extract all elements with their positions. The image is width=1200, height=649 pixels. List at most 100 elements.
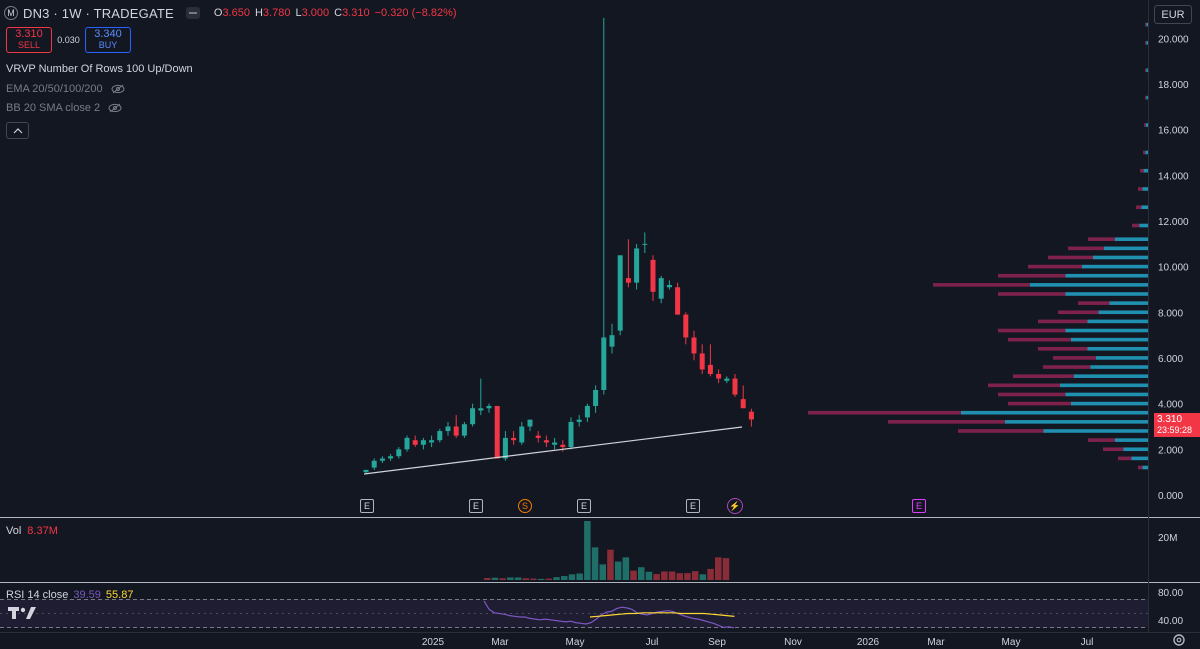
volume-profile-row-up — [1098, 310, 1148, 315]
candle[interactable] — [617, 255, 623, 336]
symbol-header: M DN3 · 1W · TRADEGATE O3.650 H3.780 L3.… — [4, 4, 457, 22]
candle[interactable] — [634, 243, 640, 290]
rsi-line[interactable] — [483, 600, 735, 629]
candle[interactable] — [740, 385, 746, 409]
candle[interactable] — [675, 282, 681, 315]
volume-bar — [622, 557, 630, 580]
time-axis-label: May — [1002, 637, 1021, 648]
volume-profile-row-up — [961, 410, 1148, 415]
candle[interactable] — [748, 408, 754, 427]
candle[interactable] — [511, 431, 517, 445]
candle[interactable] — [445, 421, 451, 436]
change-value: −0.320 (−8.82%) — [374, 7, 457, 19]
volume-bar — [514, 577, 522, 580]
candle[interactable] — [716, 369, 722, 384]
candle[interactable] — [601, 17, 607, 395]
candle[interactable] — [683, 312, 689, 345]
candle[interactable] — [461, 421, 467, 438]
volume-profile-row-down — [1058, 310, 1099, 315]
gear-icon[interactable] — [1172, 633, 1186, 647]
candle[interactable] — [625, 239, 631, 288]
candle[interactable] — [552, 437, 558, 450]
volume-profile-row-up — [1093, 255, 1148, 260]
volume-profile-row-up — [1143, 168, 1148, 173]
news-flash-icon[interactable]: ⚡ — [727, 498, 743, 514]
candle[interactable] — [478, 378, 484, 416]
hide-legend-button[interactable] — [185, 7, 200, 19]
tradingview-logo-icon[interactable] — [8, 605, 36, 621]
rsi-ma-line[interactable] — [589, 612, 735, 618]
volume-profile-row-up — [1104, 246, 1148, 251]
earnings-event-marker[interactable]: E — [469, 499, 483, 513]
symbol-title[interactable]: DN3 · 1W · TRADEGATE — [23, 5, 174, 21]
candle[interactable] — [609, 323, 615, 354]
candle[interactable] — [429, 435, 435, 448]
candle[interactable] — [404, 435, 410, 452]
candle[interactable] — [412, 435, 418, 448]
candle[interactable] — [486, 403, 492, 413]
time-axis-label: Jul — [646, 637, 659, 648]
candle[interactable] — [568, 417, 574, 450]
time-axis-label: Mar — [927, 637, 945, 648]
future-earnings-marker[interactable]: E — [912, 499, 926, 513]
indicator-ema[interactable]: EMA 20/50/100/200 — [6, 83, 125, 95]
candle[interactable] — [732, 374, 738, 397]
volume-profile-row-up — [1145, 150, 1148, 155]
candle[interactable] — [527, 419, 533, 432]
volume-profile-row-up — [1142, 465, 1148, 470]
candle[interactable] — [371, 458, 377, 470]
candle[interactable] — [707, 344, 713, 377]
rsi-band — [0, 599, 1148, 628]
candle[interactable] — [584, 403, 590, 422]
candle[interactable] — [519, 421, 525, 445]
volume-profile-row-down — [1038, 319, 1088, 324]
trend-line[interactable] — [363, 426, 743, 475]
candle[interactable] — [470, 403, 476, 427]
rsi-legend[interactable]: RSI 14 close 39.59 55.87 — [6, 589, 133, 601]
candle[interactable] — [420, 437, 426, 450]
candle[interactable] — [396, 447, 402, 459]
sell-button[interactable]: 3.310 SELL — [6, 27, 52, 53]
candle[interactable] — [388, 453, 394, 461]
indicator-vrvp[interactable]: VRVP Number Of Rows 100 Up/Down — [6, 63, 193, 75]
candle[interactable] — [502, 431, 508, 461]
buy-button[interactable]: 3.340 BUY — [85, 27, 131, 53]
time-axis[interactable]: 2025 Mar May Jul Sep Nov 2026 Mar May Jul — [422, 637, 1094, 648]
candle[interactable] — [642, 232, 648, 254]
candle[interactable] — [666, 280, 672, 290]
indicator-bb[interactable]: BB 20 SMA close 2 — [6, 102, 122, 114]
collapse-indicators-button[interactable] — [6, 122, 29, 139]
candle[interactable] — [494, 405, 500, 459]
candle[interactable] — [576, 415, 582, 427]
candle[interactable] — [543, 435, 549, 448]
volume-bar — [668, 571, 676, 580]
earnings-event-marker[interactable]: E — [686, 499, 700, 513]
price-axis-label: 10.000 — [1158, 263, 1189, 274]
earnings-event-marker[interactable]: E — [577, 499, 591, 513]
candle[interactable] — [379, 456, 385, 464]
candle[interactable] — [593, 385, 599, 413]
price-axis[interactable]: 20.000 18.000 16.000 14.000 12.000 10.000 8.00… — [1158, 34, 1189, 502]
volume-bar — [607, 549, 614, 580]
eye-hidden-icon[interactable] — [108, 103, 122, 113]
candle[interactable] — [658, 275, 664, 304]
eye-hidden-icon[interactable] — [111, 84, 125, 94]
volume-bar — [553, 577, 560, 580]
volume-bar — [499, 578, 506, 580]
candle[interactable] — [453, 415, 459, 438]
candle[interactable] — [724, 376, 730, 384]
split-event-marker[interactable]: S — [518, 499, 532, 513]
candles[interactable] — [363, 17, 754, 475]
candle[interactable] — [535, 431, 541, 443]
volume-legend[interactable]: Vol 8.37M — [6, 525, 58, 537]
earnings-event-marker[interactable]: E — [360, 499, 374, 513]
candle[interactable] — [437, 428, 443, 443]
candle[interactable] — [691, 330, 697, 361]
volume-profile-row-up — [1145, 123, 1148, 127]
last-price-tag: 3.310 23:59:28 — [1154, 413, 1200, 437]
currency-button[interactable]: EUR — [1154, 5, 1192, 24]
candle[interactable] — [699, 344, 705, 375]
candle[interactable] — [650, 255, 656, 301]
exchange-logo-icon[interactable]: M — [4, 6, 18, 20]
